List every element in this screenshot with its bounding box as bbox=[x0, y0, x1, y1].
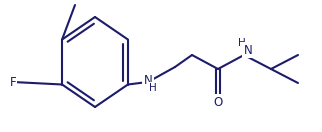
Text: O: O bbox=[213, 95, 223, 109]
Text: N: N bbox=[144, 74, 152, 86]
Text: H: H bbox=[149, 83, 157, 93]
Text: H: H bbox=[238, 38, 246, 48]
Text: F: F bbox=[10, 76, 16, 88]
Text: N: N bbox=[244, 44, 252, 56]
